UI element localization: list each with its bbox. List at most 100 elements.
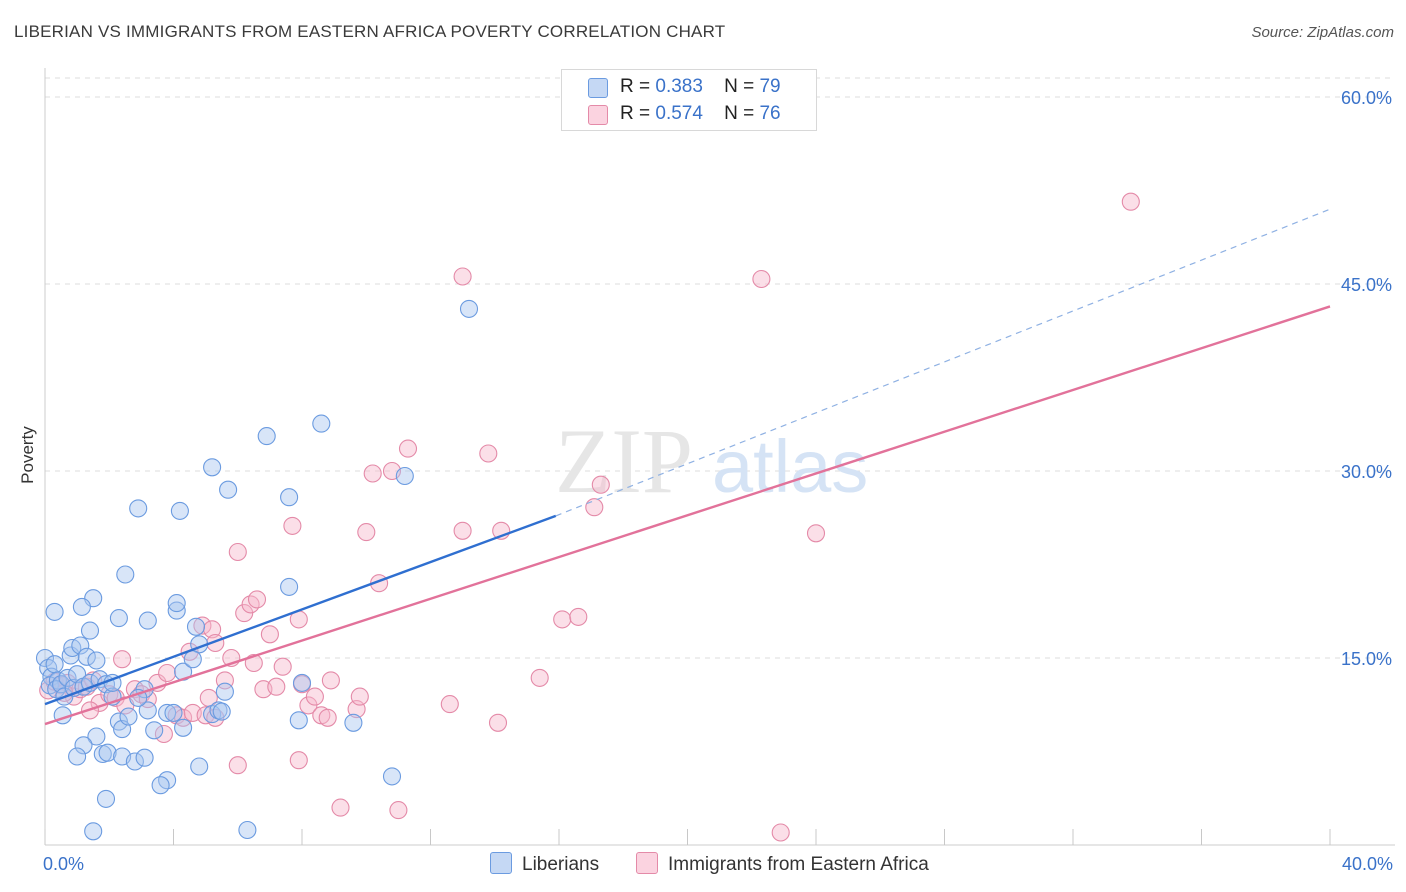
point-liberians [280,488,299,507]
point-liberians [109,609,128,628]
point-liberians [280,577,299,596]
point-liberians [61,646,80,665]
y-tick-label: 30.0% [1341,462,1392,482]
point-liberians [77,647,96,666]
watermark-atlas: atlas [712,425,868,508]
point-liberians [186,617,206,636]
point-eastern-africa [267,677,286,696]
point-eastern-africa [440,695,459,714]
point-eastern-africa [289,751,308,770]
point-liberians [203,458,222,477]
point-eastern-africa [228,756,247,775]
point-eastern-africa [158,663,177,683]
legend-r-value: 0.574 [655,103,703,124]
bottom-legend-liberians: Liberians [490,852,599,876]
point-liberians [164,703,183,722]
point-eastern-africa [357,523,376,542]
point-liberians [219,480,238,499]
point-eastern-africa [488,713,508,732]
legend-r-label: R = [620,103,651,124]
point-liberians [125,752,144,771]
watermark-zip: ZIP [555,410,693,512]
point-eastern-africa [771,823,790,842]
point-liberians [395,466,414,486]
trend-line-eastern-africa [44,305,1331,726]
point-eastern-africa [318,708,337,727]
point-eastern-africa [389,801,408,820]
trend-line-liberians-extension [555,208,1331,517]
legend-n-value: 79 [759,76,781,97]
point-liberians [459,299,479,318]
point-eastern-africa [479,444,498,463]
legend-swatch-blue [588,78,608,98]
point-eastern-africa [453,267,472,286]
bottom-legend-swatch-blue [490,852,512,874]
point-liberians [312,414,331,433]
point-eastern-africa [453,521,472,540]
point-eastern-africa [321,671,340,690]
point-eastern-africa [530,668,549,687]
point-eastern-africa [553,610,572,629]
point-liberians [96,789,116,808]
point-eastern-africa [113,650,132,669]
point-liberians [289,711,308,730]
point-eastern-africa [752,269,771,289]
axes [44,68,1395,846]
point-eastern-africa [247,590,267,609]
point-liberians [183,650,202,669]
y-tick-label: 15.0% [1341,649,1392,669]
point-eastern-africa [585,498,604,517]
gridlines [45,77,1395,659]
point-eastern-africa [228,542,247,562]
chart-title: LIBERIAN VS IMMIGRANTS FROM EASTERN AFRI… [14,22,726,41]
bottom-legend-label: Immigrants from Eastern Africa [668,854,929,875]
source-label: Source: ZipAtlas.com [1251,24,1394,41]
y-tick-label: 45.0% [1341,275,1392,295]
point-liberians [344,713,363,732]
point-liberians [174,718,193,737]
point-eastern-africa [398,439,418,458]
bottom-legend-label: Liberians [522,854,600,875]
trend-lines [44,208,1331,726]
point-liberians [87,727,106,746]
point-eastern-africa [273,657,292,676]
point-liberians [80,621,100,640]
point-liberians [84,822,103,841]
point-liberians [87,651,106,670]
point-eastern-africa [331,798,350,817]
point-liberians [58,668,77,687]
point-eastern-africa [154,724,173,744]
legend-r-value: 0.383 [655,76,703,97]
point-liberians [138,701,157,720]
point-eastern-africa [350,687,369,706]
point-liberians [116,565,135,584]
series-eastern-africa-points [39,192,1140,842]
legend-n-label: N = [724,76,755,97]
bottom-legend-swatch-pink [636,852,658,874]
point-liberians [215,682,234,701]
point-eastern-africa [591,475,610,494]
point-liberians [35,648,55,668]
legend-n-value: 76 [759,103,781,124]
point-eastern-africa [283,516,302,535]
point-liberians [382,767,402,786]
point-liberians [151,776,170,795]
point-eastern-africa [363,464,382,483]
point-liberians [68,747,87,766]
point-liberians [45,655,64,674]
point-liberians [167,594,186,613]
series-liberians-points [35,299,479,841]
point-liberians [158,703,177,722]
point-liberians [72,597,91,616]
point-eastern-africa [305,687,324,706]
x-tick-label: 0.0% [43,854,84,874]
point-liberians [119,707,138,726]
point-liberians [138,611,157,630]
point-liberians [292,673,312,692]
point-liberians [71,636,90,655]
point-eastern-africa [260,625,279,644]
legend-r-label: R = [620,76,651,97]
point-liberians [257,427,276,446]
point-liberians [190,757,209,776]
